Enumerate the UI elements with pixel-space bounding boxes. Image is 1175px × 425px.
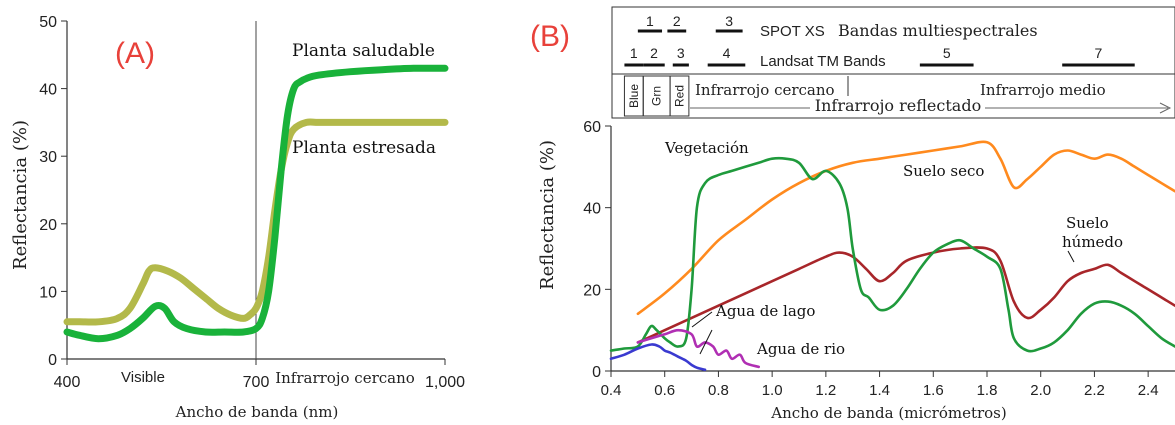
- chart-b-x-tick-label: 2.4: [1138, 382, 1159, 399]
- chart-b-landsat-label: Landsat TM Bands: [760, 53, 886, 70]
- chart-b-x-tick-label: 2.0: [1030, 382, 1051, 399]
- chart-a-y-tick-label: 10: [39, 284, 57, 301]
- chart-b-annot-wet-soil-pointer: [1067, 250, 1075, 263]
- chart-b-landsat-band-label: 3: [677, 45, 685, 61]
- chart-b-y-tick-label: 20: [583, 282, 601, 299]
- panel-b-label: (B): [530, 20, 570, 53]
- chart-b-y-tick-label: 40: [583, 201, 601, 218]
- chart-b-mir-label: Infrarrojo medio: [980, 81, 1106, 99]
- chart-a-region-visible: Visible: [121, 369, 165, 386]
- chart-a-region-nir: Infrarrojo cercano: [275, 369, 415, 387]
- chart-b-reflected-label-bg: [810, 96, 985, 116]
- chart-a-axes: 0 10 20 30 40 50 400 700 1,000: [39, 14, 465, 391]
- chart-b-landsat-band-label: 5: [943, 45, 951, 61]
- chart-a-x-tick-label: 1,000: [425, 374, 465, 391]
- chart-b-spot-label: SPOT XS: [760, 23, 825, 40]
- chart-b-region-label: Blue: [627, 84, 641, 108]
- chart-a-y-tick-label: 0: [48, 352, 57, 369]
- chart-b-spot-band-label: 2: [673, 13, 681, 29]
- chart-b-landsat-band-label: 1: [630, 45, 638, 61]
- chart-b-bands: 1 2 31 2 3 4 5 7: [624, 13, 1135, 67]
- chart-b-x-tick-label: 1.6: [923, 382, 944, 399]
- chart-a-series-line-stressed: [63, 118, 449, 326]
- chart-b-annot-river: Agua de rio: [756, 340, 845, 358]
- chart-b-series-line-wet-soil: [636, 246, 1175, 344]
- chart-b-annot-lake-pointer: [691, 311, 713, 328]
- chart-a-x-tick-label: 700: [243, 374, 270, 391]
- chart-b-header: SPOT XS Bandas multiespectrales Landsat …: [611, 6, 1175, 119]
- chart-a-series-healthy-label: Planta saludable: [292, 41, 435, 61]
- chart-b-series-line-lake-water: [609, 343, 707, 372]
- chart-b-x-tick-label: 0.6: [654, 382, 675, 399]
- chart-b-reflected-arrow-head-right: [1159, 102, 1172, 114]
- chart-b-region-label: Grn: [650, 86, 664, 106]
- chart-b-annot-dry-soil: Suelo seco: [903, 162, 984, 180]
- chart-b-regions: Blue Grn Red: [623, 75, 690, 117]
- chart-b-region-box: [669, 75, 690, 117]
- chart-b-y-tick-label: 0: [592, 364, 601, 381]
- chart-a-xlabel: Ancho de banda (nm): [175, 403, 339, 421]
- chart-a-y-tick-label: 40: [39, 82, 57, 99]
- chart-b-annot-wet-soil-1: Suelo: [1066, 214, 1109, 232]
- chart-b-landsat-band-label: 7: [1095, 45, 1103, 61]
- chart-a-y-tick-label: 20: [39, 217, 57, 234]
- chart-b-header-box: [611, 6, 1175, 119]
- chart-b-multispectral-label: Bandas multiespectrales: [838, 21, 1038, 40]
- chart-b-x-tick-label: 0.8: [708, 382, 729, 399]
- chart-b-x-tick-label: 1.8: [977, 382, 998, 399]
- chart-b-series-line-vegetation: [609, 156, 1175, 353]
- chart-b-annot-river-pointer: [699, 329, 713, 355]
- chart-b-x-tick-label: 1.0: [762, 382, 783, 399]
- chart-b-axes: 0 20 40 60 0.4 0.6 0.8 1.0 1.2 1.4 1.6 1.8 2.0 2.2 2.4: [583, 119, 1175, 399]
- chart-a-y-tick-label: 30: [39, 149, 57, 166]
- chart-b-y-tick-label: 60: [583, 119, 601, 136]
- chart-b-reflected-label: Infrarrojo reflectado: [815, 96, 981, 115]
- chart-b-x-tick-label: 0.4: [601, 382, 622, 399]
- chart-a-x-tick-label: 400: [54, 374, 81, 391]
- chart-b-spot-band-label: 3: [725, 13, 733, 29]
- chart-b-x-tick-label: 1.2: [815, 382, 836, 399]
- chart-b-series: [609, 140, 1175, 372]
- chart-b-annot-lake: Agua de lago: [715, 302, 815, 320]
- chart-b-series-line-river-water: [636, 328, 760, 369]
- chart-b-series-line-dry-soil: [636, 140, 1175, 316]
- chart-b-x-tick-label: 2.2: [1084, 382, 1105, 399]
- chart-a-y-tick-label: 50: [39, 14, 57, 31]
- chart-a-series: [63, 64, 449, 343]
- chart-a-series-line-healthy: [63, 64, 449, 343]
- chart-b-spot-band-label: 1: [646, 13, 654, 29]
- chart-b-x-tick-label: 1.4: [869, 382, 890, 399]
- chart-b-ylabel: Reflectancia (%): [537, 140, 558, 290]
- chart-b-landsat-band-label: 4: [723, 45, 731, 61]
- chart-b-xlabel: Ancho de banda (micrómetros): [770, 404, 1006, 422]
- panel-a-label: (A): [115, 37, 155, 70]
- chart-a-ylabel: Reflectancia (%): [10, 120, 31, 270]
- chart-a-series-stressed-label: Planta estresada: [292, 138, 436, 158]
- chart-b-annot-wet-soil-2: húmedo: [1062, 233, 1123, 251]
- chart-b-annot-vegetation: Vegetación: [664, 139, 749, 157]
- chart-b-nir-label: Infrarrojo cercano: [695, 81, 835, 99]
- chart-b-region-label: Red: [672, 85, 686, 107]
- chart-b-landsat-band-label: 2: [650, 45, 658, 61]
